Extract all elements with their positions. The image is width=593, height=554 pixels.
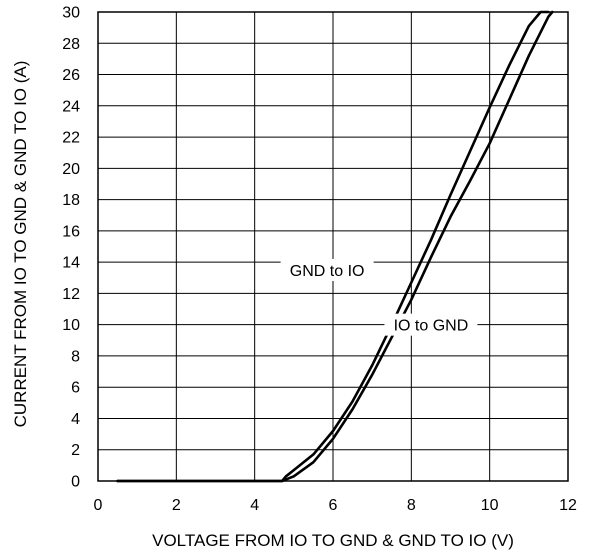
y-axis-title: CURRENT FROM IO TO GND & GND TO IO (A) [11, 61, 30, 428]
y-tick-label: 2 [71, 442, 80, 459]
series-line-gnd-to-io [116, 10, 550, 483]
y-tick-label: 26 [62, 67, 80, 84]
x-tick-label: 0 [94, 497, 103, 514]
y-tick-label: 10 [62, 317, 80, 334]
y-tick-label: 4 [71, 411, 80, 428]
y-tick-label: 14 [62, 255, 80, 272]
y-tick-label: 18 [62, 192, 80, 209]
y-tick-label: 0 [71, 474, 80, 491]
x-axis-title: VOLTAGE FROM IO TO GND & GND TO IO (V) [152, 531, 514, 550]
annotation-gnd-to-io: GND to IO [290, 263, 365, 280]
y-tick-label: 12 [62, 286, 80, 303]
x-tick-label: 6 [329, 497, 338, 514]
grid [98, 12, 568, 481]
x-tick-label: 2 [172, 497, 181, 514]
x-tick-label: 12 [559, 497, 577, 514]
x-tick-label: 10 [481, 497, 499, 514]
y-tick-label: 24 [62, 98, 80, 115]
y-tick-label: 28 [62, 36, 80, 53]
annotations-layer: GND to IO IO to GND [280, 258, 478, 336]
y-tick-label: 16 [62, 223, 80, 240]
annotation-background [280, 258, 374, 281]
plot-frame [97, 11, 569, 482]
y-tick-label: 8 [71, 348, 80, 365]
y-tick-label: 30 [62, 5, 80, 22]
x-tick-label: 4 [250, 497, 259, 514]
y-tick-label: 6 [71, 380, 80, 397]
y-tick-label: 20 [62, 161, 80, 178]
y-tick-label: 22 [62, 130, 80, 147]
x-tick-label: 8 [407, 497, 416, 514]
annotation-background [384, 313, 478, 336]
annotation-io-to-gnd: IO to GND [394, 318, 469, 335]
